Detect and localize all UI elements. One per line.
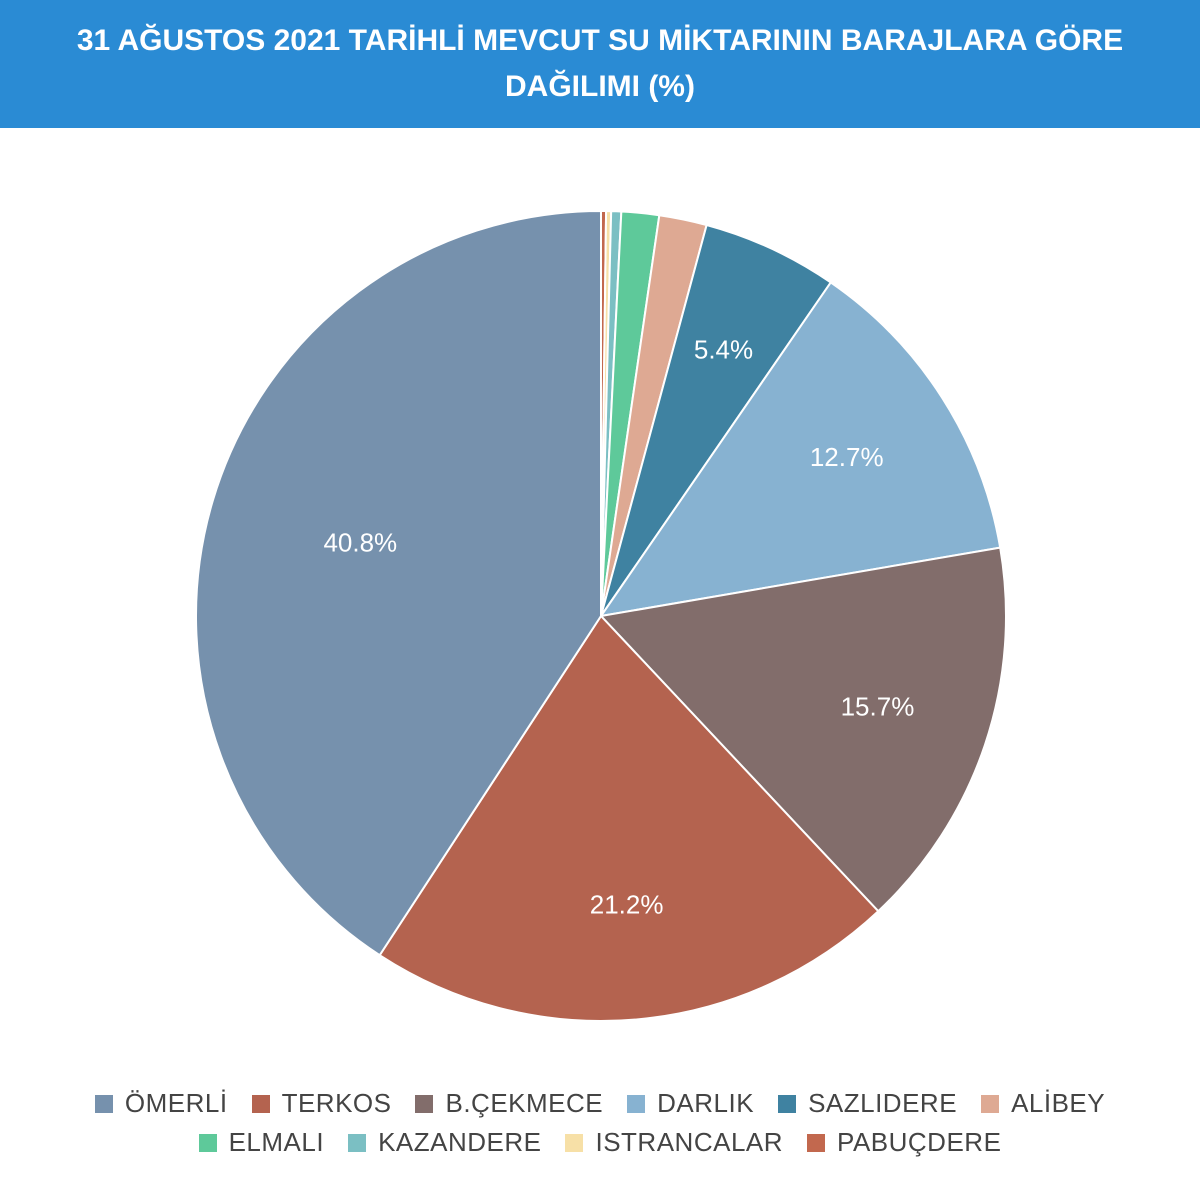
pie-chart: 5.4% 12.7% 15.7% 21.2% 40.8% [194, 209, 1007, 1022]
legend-item-kazandere[interactable]: KAZANDERE [348, 1127, 541, 1158]
legend-swatch [251, 1094, 270, 1113]
legend-item-pabuçdere[interactable]: PABUÇDERE [807, 1127, 1001, 1158]
legend-label: ALİBEY [1011, 1088, 1106, 1118]
pie-chart-area: 5.4% 12.7% 15.7% 21.2% 40.8% [0, 128, 1200, 1068]
legend-item-sazlidere[interactable]: SAZLIDERE [778, 1088, 957, 1119]
legend-label: ÖMERLİ [124, 1088, 228, 1118]
legend-swatch [565, 1133, 584, 1152]
legend-swatch [778, 1094, 797, 1113]
legend-swatch [348, 1133, 367, 1152]
legend-item-ali̇bey[interactable]: ALİBEY [981, 1088, 1105, 1119]
legend-item-istrancalar[interactable]: ISTRANCALAR [565, 1127, 783, 1158]
legend-label: ISTRANCALAR [595, 1127, 784, 1157]
legend-item-terkos[interactable]: TERKOS [251, 1088, 392, 1119]
legend-label: TERKOS [281, 1088, 392, 1118]
legend-swatch [807, 1133, 826, 1152]
pie-slice-b.çekmece[interactable] [598, 546, 1007, 913]
slice-label-ömerli̇: 40.8% [323, 527, 397, 557]
legend-item-darlik[interactable]: DARLIK [627, 1088, 754, 1119]
slice-label-sazlidere: 5.4% [694, 334, 753, 364]
slice-label-darlik: 12.7% [810, 442, 884, 472]
pie-slice-ömerli̇[interactable] [194, 209, 602, 957]
legend-item-b.çekmece[interactable]: B.ÇEKMECE [415, 1088, 603, 1119]
legend-swatch [198, 1133, 217, 1152]
legend-label: B.ÇEKMECE [445, 1088, 604, 1118]
legend-label: KAZANDERE [378, 1127, 542, 1157]
slice-label-b.çekmece: 15.7% [841, 692, 915, 722]
legend-label: SAZLIDERE [808, 1088, 958, 1118]
legend-swatch [627, 1094, 646, 1113]
legend-label: ELMALI [228, 1127, 325, 1157]
pie-slice-terkos[interactable] [378, 614, 880, 1022]
legend-swatch [415, 1094, 434, 1113]
chart-legend: ÖMERLİ TERKOS B.ÇEKMECE DARLIK SAZLIDERE ALİB… [0, 1088, 1200, 1158]
legend-item-elmali[interactable]: ELMALI [198, 1127, 325, 1158]
legend-label: PABUÇDERE [837, 1127, 1002, 1157]
slice-label-terkos: 21.2% [590, 889, 664, 919]
legend-item-ömerli̇[interactable]: ÖMERLİ [94, 1088, 228, 1119]
legend-swatch [981, 1094, 1000, 1113]
legend-row: ÖMERLİ TERKOS B.ÇEKMECE DARLIK SAZLIDERE ALİB… [0, 1088, 1200, 1119]
legend-row: ELMALI KAZANDERE ISTRANCALAR PABUÇDERE [0, 1127, 1200, 1158]
legend-label: DARLIK [657, 1088, 755, 1118]
chart-title: 31 AĞUSTOS 2021 TARİHLİ MEVCUT SU MİKTAR… [76, 24, 1124, 103]
legend-swatch [94, 1094, 113, 1113]
pie-slice-darlik[interactable] [598, 281, 1002, 618]
pie-slice-sazlidere[interactable] [600, 223, 833, 617]
chart-header: 31 AĞUSTOS 2021 TARİHLİ MEVCUT SU MİKTAR… [0, 0, 1200, 128]
